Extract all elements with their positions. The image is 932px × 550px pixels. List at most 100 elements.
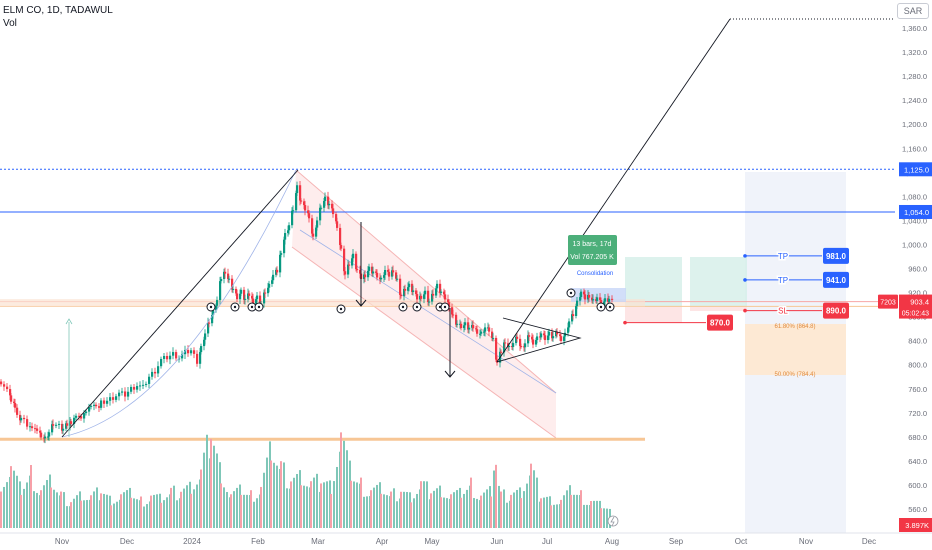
candle-body <box>34 428 37 430</box>
candle-body <box>412 290 415 292</box>
candle-body <box>591 297 594 301</box>
candle-body <box>212 310 215 316</box>
candle-body <box>223 271 226 280</box>
y-tick-label: 1,040.0 <box>902 216 927 225</box>
candle-body <box>115 396 118 400</box>
pivot-marker-dot <box>209 305 213 309</box>
candle-body <box>575 306 578 316</box>
volume-bar <box>56 492 58 528</box>
y-tick-label: 560.0 <box>908 505 927 514</box>
volume-bar <box>176 500 178 528</box>
volume-bar <box>120 494 122 528</box>
volume-bar <box>143 506 145 528</box>
volume-bar <box>173 485 175 528</box>
candle-body <box>239 293 242 300</box>
candle-body <box>23 417 26 420</box>
candle-body <box>347 264 350 275</box>
volume-bar <box>250 490 252 528</box>
candle-body <box>583 291 586 295</box>
volume-bar <box>200 469 202 528</box>
candle-body <box>287 230 290 234</box>
candle-body <box>435 288 438 296</box>
y-tick-label: 720.0 <box>908 409 927 418</box>
volume-bar <box>600 508 602 528</box>
candle-body <box>211 315 214 324</box>
candle-body <box>208 322 211 324</box>
x-tick-label: 2024 <box>183 537 201 546</box>
pivot-marker-dot <box>401 305 405 309</box>
support-band <box>0 299 645 307</box>
candle-body <box>133 386 136 390</box>
candle-body <box>427 290 430 303</box>
volume-bar <box>495 464 497 528</box>
symbol-label[interactable]: ELM CO, 1D, TADAWUL <box>3 5 113 16</box>
candle-body <box>468 327 471 330</box>
volume-indicator-label[interactable]: Vol <box>3 18 17 29</box>
target-projection-line <box>496 18 731 363</box>
volume-bar <box>426 481 428 528</box>
pivot-marker-dot <box>257 305 261 309</box>
candle-body <box>568 321 571 328</box>
candle-body <box>464 322 467 326</box>
volume-bar <box>316 473 318 528</box>
candle-body <box>80 416 83 419</box>
volume-bar <box>333 481 335 528</box>
y-tick-label: 1,160.0 <box>902 144 927 153</box>
volume-bar <box>543 497 545 528</box>
uptrend-line <box>61 169 299 438</box>
volume-bar <box>393 488 395 528</box>
candle-body <box>243 289 246 300</box>
volume-bar <box>140 496 142 528</box>
volume-bar <box>473 498 475 528</box>
volume-bar <box>336 466 338 528</box>
candle-body <box>10 395 13 402</box>
candle-body <box>440 291 443 293</box>
tp2-anchor <box>743 278 747 282</box>
volume-bar <box>36 492 38 528</box>
candle-body <box>154 371 157 374</box>
candle-body <box>291 210 294 226</box>
level-tag-bg-0 <box>899 162 932 177</box>
volume-bar <box>3 486 5 528</box>
candle-body <box>75 415 78 418</box>
candle-body <box>551 331 554 339</box>
candle-body <box>567 327 570 333</box>
candle-body <box>504 342 507 344</box>
candle-body <box>368 266 371 271</box>
candle-body <box>500 351 503 353</box>
candle-body <box>576 300 579 307</box>
volume-bar <box>40 490 42 528</box>
candle-body <box>564 332 567 337</box>
candle-body <box>172 352 175 356</box>
candle-body <box>508 346 511 348</box>
candle-body <box>100 400 103 408</box>
volume-bar <box>486 489 488 528</box>
pivot-marker-dot <box>415 305 419 309</box>
candle-body <box>259 295 262 305</box>
candle-body <box>227 273 230 280</box>
currency-button[interactable]: SAR <box>897 3 929 19</box>
candle-body <box>58 423 61 425</box>
candle-body <box>404 288 407 291</box>
candle-body <box>544 335 547 341</box>
volume-bar <box>500 491 502 528</box>
x-tick-label: Apr <box>376 537 389 546</box>
candle-body <box>603 301 606 306</box>
candle-body <box>543 333 546 336</box>
volume-bar <box>560 499 562 528</box>
volume-bar <box>300 485 302 528</box>
y-tick-label: 1,000.0 <box>902 240 927 249</box>
candle-body <box>151 371 154 377</box>
candle-body <box>448 302 451 308</box>
candle-body <box>580 291 583 298</box>
volume-bar <box>146 504 148 528</box>
volume-bar <box>380 493 382 528</box>
candle-body <box>190 350 193 354</box>
candle-body <box>596 297 599 301</box>
price-axis-bg <box>895 0 932 550</box>
volume-bar <box>596 500 598 528</box>
volume-bar <box>460 497 462 528</box>
volume-bar <box>533 470 535 528</box>
volume-bar <box>403 491 405 528</box>
